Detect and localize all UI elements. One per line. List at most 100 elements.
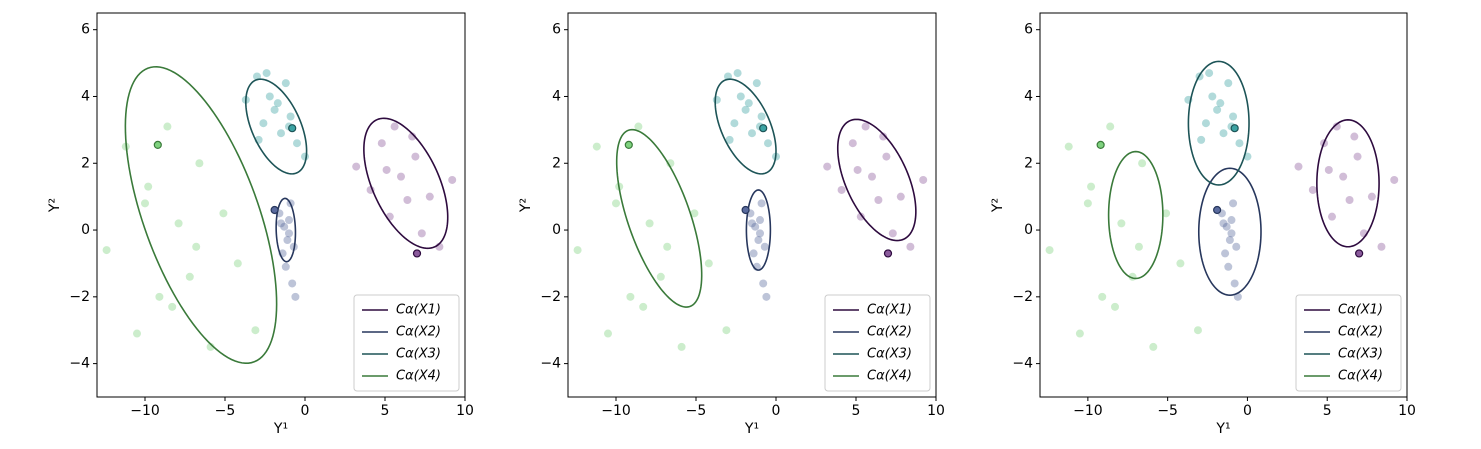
scatter-point [1110, 302, 1119, 311]
y-tick-label: 0 [81, 222, 90, 238]
scatter-point [1229, 199, 1238, 208]
x-axis-label: Y¹ [273, 421, 288, 437]
scatter-point [759, 279, 768, 288]
legend: Cα(X1) Cα(X2) Cα(X3) Cα(X4) [824, 294, 931, 392]
scatter-point [677, 342, 686, 351]
scatter-point [155, 292, 164, 301]
scatter-point [856, 212, 865, 221]
scatter-point [283, 236, 292, 245]
ellipse [1107, 150, 1164, 280]
scatter-point [756, 229, 764, 238]
scatter-point [1045, 246, 1054, 255]
axes-frame [567, 12, 937, 398]
scatter-point [1176, 259, 1185, 268]
legend-box [824, 294, 931, 392]
scatter-point [736, 92, 745, 101]
x-tick-label: −5 [215, 403, 236, 419]
scatter-point [1064, 142, 1073, 151]
scatter-point [725, 135, 734, 144]
scatter-point [919, 175, 928, 184]
scatter-point [848, 139, 857, 148]
scatter-point [764, 139, 772, 148]
scatter-point [1098, 292, 1107, 301]
x-tick-label: 0 [772, 403, 781, 419]
scatter-point [744, 99, 753, 108]
scatter-point [757, 199, 766, 208]
scatter-point [853, 165, 862, 174]
scatter-point [1350, 132, 1359, 141]
panel: −10 −5 0 5 10−4−20246Y¹Y²Cα(X1)Cα(X2)Cα(X3)C… [990, 12, 1416, 437]
scatter-point [411, 152, 420, 161]
anchor-point [288, 124, 297, 133]
scatter-point [1149, 342, 1158, 351]
scatter-point [1138, 159, 1147, 168]
x-tick-label: −10 [130, 403, 160, 419]
scatter-point [1235, 139, 1244, 148]
legend-box [1295, 294, 1402, 392]
scatter-point [1339, 172, 1348, 181]
legend-label: Cα(X3) [396, 347, 441, 362]
scatter-point [1224, 79, 1233, 88]
scatter-point [906, 242, 915, 251]
ellipse [275, 197, 297, 263]
legend-label: Cα(X4) [396, 369, 441, 384]
scatter-point [286, 112, 295, 121]
scatter-point [270, 105, 279, 114]
scatter-point [174, 219, 183, 228]
scatter-point [656, 272, 665, 281]
scatter-point [1117, 219, 1126, 228]
scatter-point [1219, 129, 1228, 138]
anchor-point [624, 140, 633, 149]
scatter-point [874, 195, 883, 204]
anchor-point [883, 249, 893, 258]
ellipse [615, 128, 703, 308]
ellipse [714, 78, 777, 175]
scatter-point [741, 105, 750, 114]
y-axis-label: Y² [990, 198, 1006, 213]
legend-label: Cα(X1) [396, 303, 441, 318]
scatter-point [1208, 92, 1217, 101]
anchor-point [1355, 249, 1364, 258]
legend-label: Cα(X1) [867, 303, 912, 318]
scatter-point [757, 112, 766, 121]
legend-label: Cα(X2) [396, 325, 441, 340]
scatter-point [1294, 162, 1303, 171]
x-tick-label: 10 [1398, 403, 1416, 419]
scatter-point [195, 159, 204, 168]
scatter-point [754, 236, 763, 245]
scatter-point [281, 262, 290, 271]
scatter-point [1083, 199, 1092, 208]
y-tick-label: 0 [552, 222, 561, 238]
scatter-point [639, 302, 648, 311]
x-tick-label: 10 [456, 403, 474, 419]
scatter-point [1324, 165, 1333, 174]
x-tick-label: 5 [1323, 403, 1332, 419]
scatter-point [133, 329, 141, 338]
ellipse [124, 66, 278, 365]
scatter-point [751, 222, 760, 231]
scatter-point [762, 292, 771, 301]
scatter-point [592, 142, 601, 151]
anchor-point [741, 205, 750, 215]
anchor-point [270, 205, 279, 215]
scatter-point [285, 229, 293, 238]
scatter-point [168, 302, 177, 311]
scatter-point [756, 216, 764, 225]
legend: Cα(X1) Cα(X2) Cα(X3) Cα(X4) [1295, 294, 1402, 392]
y-tick-label: 4 [552, 88, 561, 104]
scatter-point [1308, 185, 1317, 194]
scatter-point [144, 182, 153, 191]
scatter-point [612, 199, 620, 208]
scatter-point [277, 219, 285, 228]
legend-label: Cα(X3) [867, 347, 912, 362]
scatter-point [749, 249, 758, 258]
scatter-point [102, 246, 111, 255]
scatter-point [163, 122, 172, 131]
legend-label: Cα(X4) [867, 369, 912, 384]
scatter-point [192, 242, 201, 251]
scatter-point [219, 209, 228, 218]
scatter-point [1225, 236, 1234, 245]
y-tick-label: 0 [1024, 222, 1033, 238]
scatter-point [573, 246, 582, 255]
